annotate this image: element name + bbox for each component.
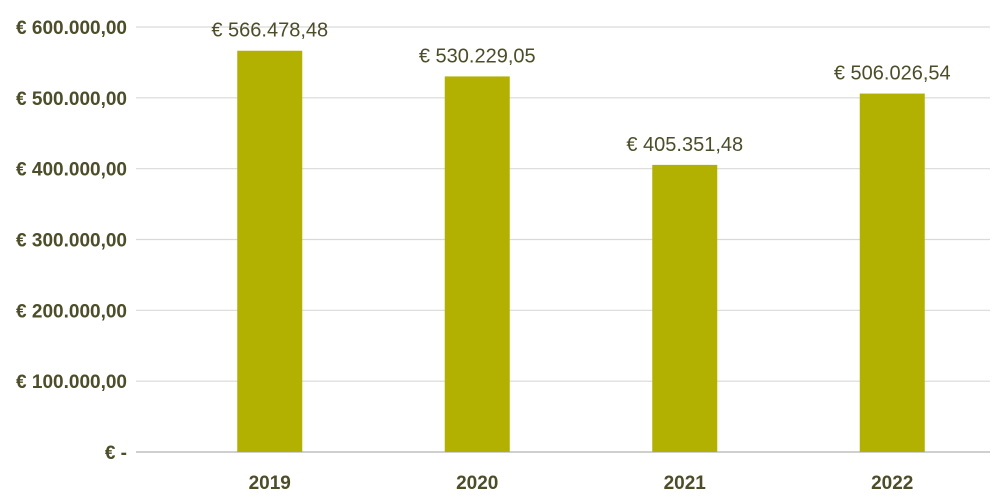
x-tick-label: 2020 bbox=[456, 473, 498, 494]
bar-2020 bbox=[444, 76, 510, 453]
y-tick-label: € 100.000,00 bbox=[16, 372, 127, 393]
bar-2022 bbox=[859, 93, 925, 452]
data-labels: € 566.478,48 € 530.229,05 € 405.351,48 € 50… bbox=[211, 20, 950, 156]
x-axis-tick-labels: 2019 2020 2021 2022 bbox=[249, 473, 914, 494]
data-label: € 506.026,54 bbox=[834, 63, 951, 85]
y-tick-label: € 600.000,00 bbox=[16, 18, 127, 39]
data-label: € 530.229,05 bbox=[419, 45, 536, 67]
y-axis-tick-labels: € - € 100.000,00 € 200.000,00 € 300.000,00 €… bbox=[16, 18, 127, 464]
y-tick-label: € 300.000,00 bbox=[16, 231, 127, 252]
data-label: € 566.478,48 bbox=[211, 20, 328, 42]
y-tick-label: € 500.000,00 bbox=[16, 89, 127, 110]
data-label: € 405.351,48 bbox=[626, 134, 743, 156]
y-tick-label: € - bbox=[105, 443, 127, 464]
y-tick-label: € 400.000,00 bbox=[16, 160, 127, 181]
x-tick-label: 2021 bbox=[664, 473, 707, 494]
y-tick-label: € 200.000,00 bbox=[16, 301, 127, 322]
x-tick-label: 2022 bbox=[871, 473, 913, 494]
bar-2021 bbox=[652, 164, 718, 452]
bars bbox=[237, 50, 925, 453]
bar-2019 bbox=[237, 50, 303, 452]
x-tick-label: 2019 bbox=[249, 473, 291, 494]
